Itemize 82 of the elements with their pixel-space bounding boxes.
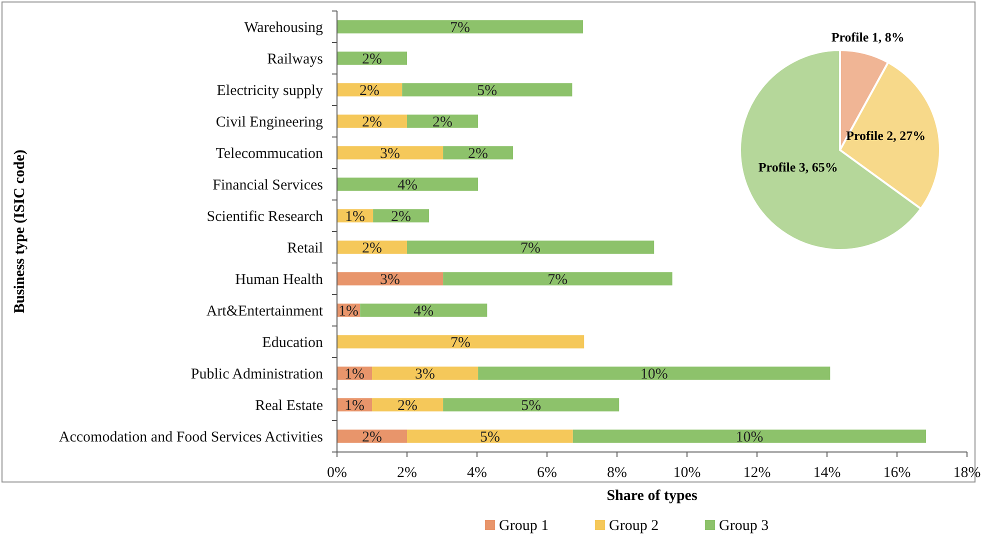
bar	[402, 83, 572, 96]
y-tick-label: Human Health	[235, 272, 324, 288]
data-label: 1%	[338, 303, 359, 320]
legend-label: Group 1	[499, 518, 549, 534]
data-label: 2%	[432, 114, 453, 130]
y-tick-label: Real Estate	[255, 398, 324, 414]
y-tick-label: Art&Entertainment	[206, 303, 324, 320]
data-label: 2%	[391, 208, 412, 225]
x-tick-label: 6%	[537, 465, 557, 481]
data-label: 5%	[477, 82, 498, 99]
x-tick-label: 8%	[607, 465, 627, 481]
data-label: 1%	[345, 208, 366, 225]
y-tick-label: Telecommucation	[216, 146, 324, 162]
data-label: 2%	[398, 398, 418, 414]
data-label: 1%	[344, 398, 364, 414]
data-label: 10%	[736, 429, 764, 446]
bar	[407, 430, 573, 443]
slice-label: Profile 3, 65%	[758, 159, 838, 174]
bar	[373, 209, 430, 222]
bar	[337, 335, 584, 348]
x-tick-label: 2%	[397, 465, 417, 481]
data-label: 2%	[362, 114, 382, 130]
x-tick-label: 0%	[327, 465, 347, 481]
bar	[337, 430, 407, 443]
data-label: 1%	[344, 366, 364, 382]
y-tick-label: Electricity supply	[216, 82, 324, 99]
x-tick-label: 12%	[743, 465, 771, 481]
data-label: 7%	[520, 240, 541, 256]
bar	[337, 114, 407, 128]
legend-label: Group 3	[719, 518, 769, 534]
bar	[337, 146, 444, 160]
data-label: 4%	[414, 303, 434, 320]
bar	[443, 272, 672, 286]
bar	[337, 240, 407, 254]
y-tick-label: Retail	[287, 240, 323, 256]
bar	[337, 20, 584, 34]
data-label: 2%	[362, 51, 382, 68]
data-label: 5%	[480, 429, 500, 446]
bar	[360, 304, 488, 317]
data-label: 10%	[640, 366, 668, 382]
data-label: 7%	[450, 20, 470, 36]
data-label: 2%	[362, 429, 382, 446]
slice-label: Profile 1, 8%	[831, 30, 904, 45]
bar	[337, 178, 478, 191]
y-tick-label: Warehousing	[244, 20, 324, 36]
y-tick-label: Scientific Research	[206, 208, 324, 225]
bar	[372, 398, 444, 412]
slice-label: Profile 2, 27%	[846, 128, 926, 143]
x-axis-title: Share of types	[606, 488, 698, 504]
x-tick-label: 4%	[467, 465, 487, 481]
legend-label: Group 2	[609, 518, 659, 534]
y-tick-label: Education	[262, 334, 324, 351]
x-tick-label: 14%	[813, 465, 841, 481]
x-tick-label: 16%	[883, 465, 911, 481]
data-label: 2%	[468, 146, 488, 162]
bar	[443, 398, 620, 412]
data-label: 7%	[450, 334, 471, 351]
bar	[407, 114, 478, 128]
data-label: 5%	[521, 398, 542, 414]
y-axis-title: Business type (ISIC code)	[12, 150, 28, 314]
y-tick-label: Financial Services	[212, 177, 324, 194]
bar	[337, 83, 402, 96]
data-label: 3%	[380, 272, 400, 288]
y-tick-label: Accomodation and Food Services Activities	[58, 429, 324, 446]
data-label: 3%	[380, 146, 400, 162]
data-label: 4%	[398, 177, 418, 194]
y-tick-label: Public Administration	[190, 366, 324, 382]
bar	[572, 430, 926, 443]
x-tick-label: 18%	[953, 465, 981, 481]
bar	[407, 240, 654, 254]
bar	[337, 272, 444, 286]
data-label: 3%	[415, 366, 436, 382]
data-label: 2%	[362, 240, 382, 256]
data-label: 2%	[360, 82, 380, 99]
y-tick-label: Railways	[267, 51, 324, 68]
data-label: 7%	[548, 272, 568, 288]
bar	[372, 366, 478, 380]
x-tick-label: 10%	[673, 465, 701, 481]
bar	[443, 146, 514, 160]
bar	[337, 52, 407, 65]
y-tick-label: Civil Engineering	[216, 114, 324, 130]
bar	[478, 366, 830, 380]
